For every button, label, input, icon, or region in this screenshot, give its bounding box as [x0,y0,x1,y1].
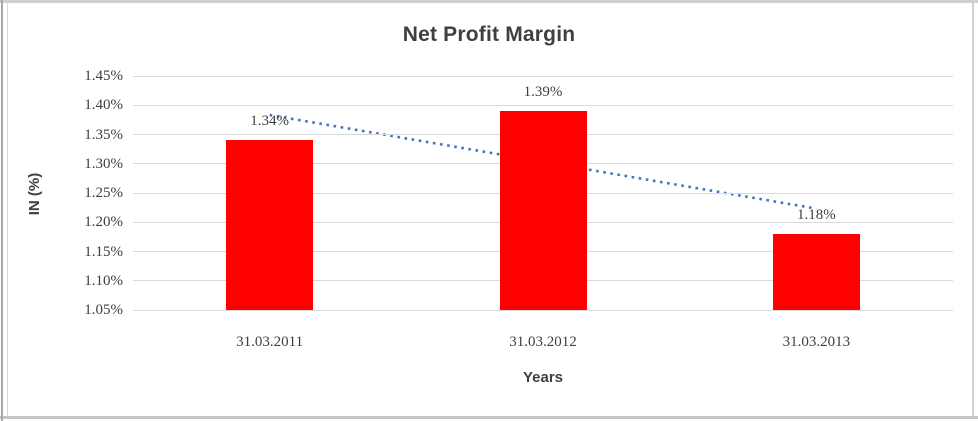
bar-data-label: 1.34% [250,113,290,130]
bar-31.03.2011 [226,140,314,310]
y-axis-tick-label: 1.30% [84,155,123,172]
gridline [133,104,953,106]
y-axis-tick-label: 1.15% [84,243,123,260]
chart-border-bottom [0,416,978,419]
y-axis-tick-label: 1.05% [84,302,123,318]
chart-border-top [0,0,978,3]
x-axis-category-label: 31.03.2011 [236,334,304,350]
chart-title: Net Profit Margin [402,23,576,46]
gridline [133,309,953,311]
bar-31.03.2012 [499,111,587,310]
x-axis-category-label: 31.03.2013 [782,334,851,350]
x-axis-category-label: 31.03.2012 [509,334,577,350]
x-axis-title: Years [522,369,564,386]
y-axis-tick-label: 1.40% [84,97,123,114]
y-axis-tick-label: 1.10% [84,272,123,289]
bar-data-label: 1.39% [523,84,563,101]
bar-data-label: 1.18% [796,206,836,223]
chart-border-right [972,3,974,416]
gridline [133,75,953,77]
y-axis-tick-label: 1.25% [84,185,123,201]
y-axis-tick-label: 1.35% [84,126,123,143]
y-axis-tick-label: 1.45% [84,68,123,84]
chart-border-left-inner [7,3,8,416]
bar-31.03.2013 [772,233,860,310]
y-axis-title: IN (%) [26,172,43,216]
chart-border-left-outer [1,0,3,421]
y-axis-tick-label: 1.20% [84,214,123,231]
